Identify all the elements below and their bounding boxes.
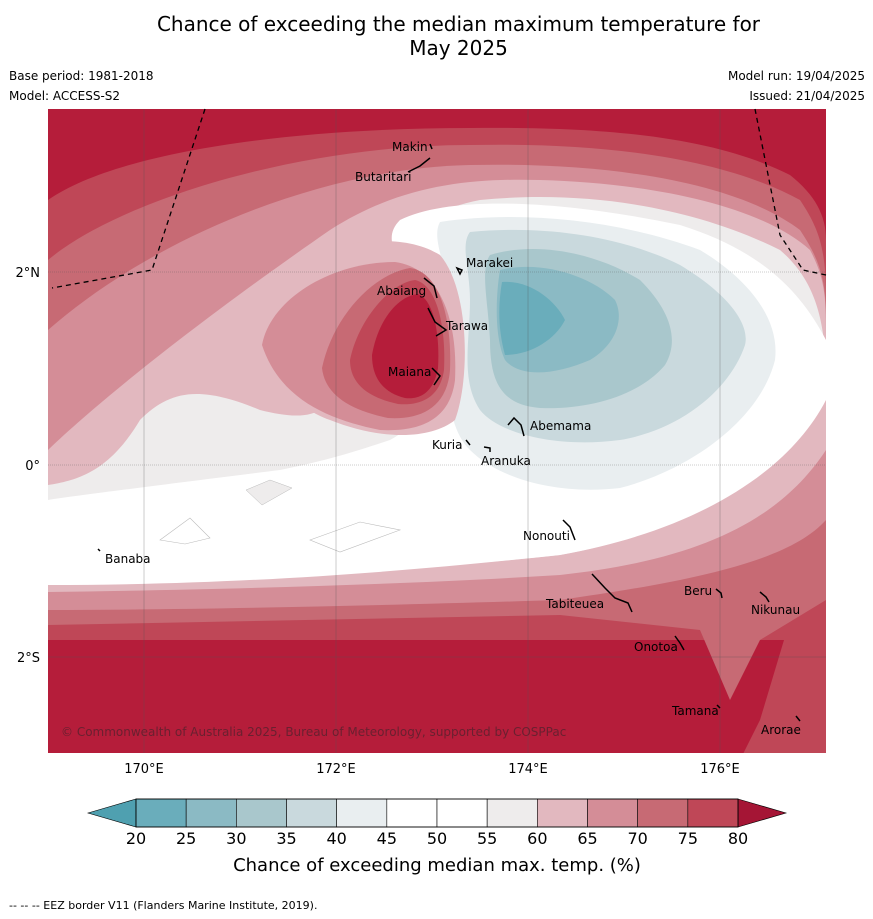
- meta-right: Model run: 19/04/2025 Issued: 21/04/2025: [728, 68, 865, 104]
- island-banaba: [97, 548, 101, 552]
- x-axis-ticks: 170°E 172°E 174°E 176°E: [124, 762, 740, 777]
- label-makin: Makin: [392, 140, 428, 154]
- island-nonouti: [562, 519, 576, 541]
- colorbar-tick-label: 20: [126, 829, 146, 848]
- label-abaiang: Abaiang: [377, 284, 426, 298]
- colorbar-cell: [637, 798, 689, 828]
- island-tarawa: [427, 307, 448, 337]
- label-marakei: Marakei: [466, 256, 513, 270]
- island-tabiteuea: [591, 573, 633, 613]
- issued-date: Issued: 21/04/2025: [749, 89, 865, 103]
- colorbar-cell: [386, 798, 438, 828]
- label-nikunau: Nikunau: [751, 603, 800, 617]
- colorbar-tick-label: 35: [276, 829, 296, 848]
- patch-grey-3: [309, 521, 402, 553]
- island-onotoa: [674, 635, 685, 651]
- colorbar-cell: [537, 798, 588, 828]
- colorbar-cell: [286, 798, 337, 828]
- island-beru: [715, 588, 723, 599]
- map-title: Chance of exceeding the median maximum t…: [0, 12, 873, 60]
- patch-grey-1: [245, 479, 293, 506]
- base-period: Base period: 1981-2018: [9, 69, 154, 83]
- island-kuria: [465, 439, 471, 446]
- x-tick-170e: 170°E: [124, 762, 164, 777]
- patch-grey-2: [159, 517, 211, 545]
- label-arorae: Arorae: [761, 723, 801, 737]
- colorbar-cell: [687, 798, 739, 828]
- colorbar-title: Chance of exceeding median max. temp. (%…: [233, 855, 641, 876]
- island-aranuka: [483, 446, 491, 452]
- label-nonouti: Nonouti: [523, 529, 570, 543]
- colorbar-tick-label: 30: [226, 829, 246, 848]
- colorbar-low-arrow: [86, 798, 137, 828]
- label-kuria: Kuria: [432, 438, 463, 452]
- eez-borders: [51, 108, 827, 289]
- island-nikunau: [759, 591, 770, 603]
- colorbar-tick-label: 65: [577, 829, 597, 848]
- model-name: Model: ACCESS-S2: [9, 89, 121, 103]
- colorbar-tick-label: 50: [427, 829, 447, 848]
- gridlines: [48, 109, 826, 753]
- colorbar-cell: [587, 798, 638, 828]
- copyright-notice: © Commonwealth of Australia 2025, Bureau…: [61, 725, 566, 739]
- model-run: Model run: 19/04/2025: [727, 69, 865, 83]
- island-abemama: [507, 416, 525, 437]
- colorbar-cell: [336, 798, 388, 828]
- warm-blob-80: [372, 294, 439, 399]
- title-line-1: Chance of exceeding the median maximum t…: [156, 12, 761, 36]
- label-abemama: Abemama: [530, 419, 591, 433]
- y-tick-2n: 2°N: [16, 266, 41, 281]
- colorbar-tick-label: 75: [678, 829, 698, 848]
- island-arorae: [795, 715, 801, 722]
- y-tick-0: 0°: [25, 459, 40, 474]
- label-tabiteuea: Tabiteuea: [545, 597, 604, 611]
- place-labels: Makin Butaritari Marakei Abaiang Tarawa …: [105, 140, 801, 737]
- colorbar-high-arrow: [737, 798, 788, 828]
- label-maiana: Maiana: [388, 365, 431, 379]
- colorbar-tick-label: 70: [627, 829, 647, 848]
- island-maiana: [431, 367, 441, 386]
- colorbar-tick-label: 25: [176, 829, 196, 848]
- x-tick-172e: 172°E: [316, 762, 356, 777]
- island-makin: [429, 143, 433, 150]
- label-tamana: Tamana: [671, 704, 719, 718]
- islands: [97, 143, 801, 722]
- label-aranuka: Aranuka: [481, 454, 531, 468]
- colorbar-cell: [436, 798, 488, 828]
- meta-left: Base period: 1981-2018 Model: ACCESS-S2: [9, 68, 154, 104]
- colorbar: 20 25 30 35 40 45 50 55 60 65 70 75 80 Chance of exc…: [86, 798, 788, 876]
- colorbar-cell: [135, 798, 187, 828]
- label-onotoa: Onotoa: [634, 640, 678, 654]
- contour-20: [499, 281, 565, 355]
- label-butaritari: Butaritari: [355, 170, 412, 184]
- eez-footnote: -- -- -- EEZ border V11 (Flanders Marine…: [9, 899, 318, 912]
- contour-map: [48, 109, 826, 753]
- y-tick-2s: 2°S: [17, 651, 40, 666]
- colorbar-tick-label: 40: [326, 829, 346, 848]
- label-tarawa: Tarawa: [445, 319, 488, 333]
- island-butaritari: [407, 157, 431, 173]
- colorbar-cell: [236, 798, 287, 828]
- x-tick-174e: 174°E: [508, 762, 548, 777]
- island-tamana: [716, 704, 721, 709]
- title-line-2: May 2025: [409, 36, 508, 60]
- label-beru: Beru: [684, 584, 712, 598]
- colorbar-cell: [486, 798, 538, 828]
- colorbar-tick-label: 80: [728, 829, 748, 848]
- colorbar-cell: [185, 798, 237, 828]
- colorbar-tick-label: 60: [527, 829, 547, 848]
- colorbar-tick-label: 55: [477, 829, 497, 848]
- colorbar-tick-label: 45: [377, 829, 397, 848]
- x-tick-176e: 176°E: [700, 762, 740, 777]
- label-banaba: Banaba: [105, 552, 151, 566]
- island-abaiang: [423, 277, 438, 299]
- island-marakei: [455, 266, 464, 276]
- y-axis-ticks: 2°N 0° 2°S: [16, 266, 41, 666]
